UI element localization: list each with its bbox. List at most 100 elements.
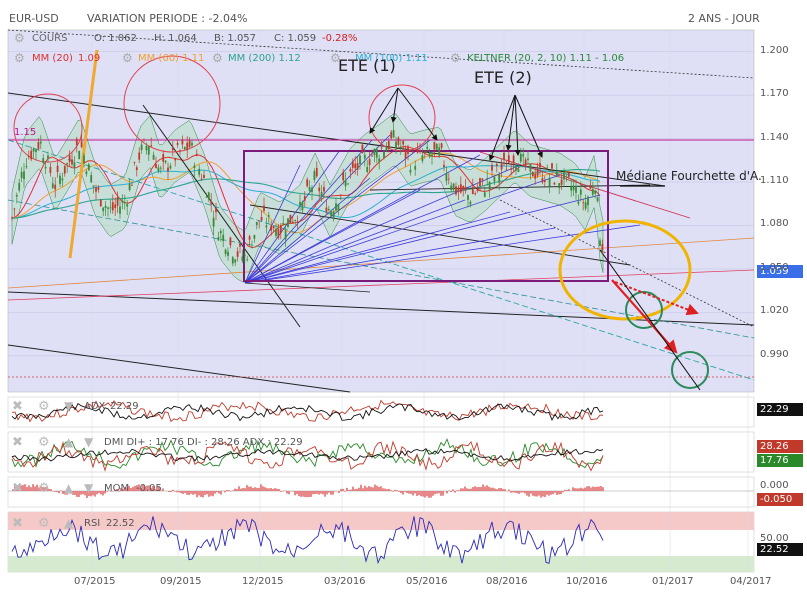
mom-bar [434,491,436,495]
arrow-up-icon[interactable]: ▲ [64,435,74,449]
candle-body [301,201,304,211]
settings-icon[interactable]: ⚙ [450,51,461,65]
y-tick-label: 1.050 [760,261,789,273]
candle-body [392,130,395,138]
mom-bar [84,491,86,496]
candle-body [404,151,407,159]
mom-bar [544,491,546,498]
mom-bar [94,491,96,497]
candle-body [85,171,88,175]
mom-bar [426,491,428,497]
mediane-annotation: Médiane Fourchette d'A. [616,169,762,183]
settings-icon[interactable]: ⚙ [330,51,341,65]
candle-body [63,165,66,174]
mom-panel-bg [7,476,755,508]
candle-body [152,154,155,160]
candle-body [282,222,285,225]
settings-icon[interactable]: ⚙ [212,51,223,65]
fan-line [244,164,521,284]
mom-bar [358,487,360,491]
close-icon[interactable]: ✖ [12,516,23,531]
mom-bar [186,491,188,495]
candle-body [157,167,160,172]
mom-bar [552,491,554,495]
ete-arrow [514,94,543,158]
candle-body [198,168,201,175]
candle-body [277,229,280,238]
mom-bar [228,490,230,491]
mom-bar [134,485,136,491]
candle-body [179,150,181,152]
candle-body [363,154,366,159]
gear-icon[interactable]: ⚙ [38,481,50,496]
mom-bar [354,489,356,491]
mom-bar [582,488,584,491]
close-icon[interactable]: ✖ [12,435,23,450]
candle-body [541,178,544,183]
candle-body [534,173,537,179]
arrow-up-icon[interactable]: ▲ [64,516,74,530]
close-icon[interactable]: ✖ [12,399,23,414]
arrow-up-icon[interactable]: ▲ [64,481,74,495]
legend-high: H: 1.064 [154,33,197,44]
candle-body [126,204,129,207]
x-tick-label: 01/2017 [652,576,694,587]
trend-line [142,104,301,328]
fan-line [244,211,511,284]
candle-body [258,220,261,222]
mom-bar [548,491,550,496]
mom-bar [28,485,30,491]
candle-body [515,165,517,171]
candle-body [500,163,503,170]
dmi-minus-line [11,440,604,472]
candle-body [450,185,453,190]
gear-icon[interactable]: ⚙ [38,435,50,450]
candle-body [186,142,189,151]
candle-body [498,174,501,183]
mom-bar [412,491,414,496]
candle-body [195,153,198,156]
candle-body [279,225,282,233]
close-icon[interactable]: ✖ [12,481,23,496]
mom-bar [348,489,350,491]
candle-body [222,234,225,241]
candle-body [349,168,352,172]
mom-bar [286,491,288,494]
down-arrow [611,279,678,354]
candle-body [215,207,217,213]
candle-body [378,158,381,162]
candle-body [308,187,311,191]
arrow-down-icon[interactable]: ▼ [84,435,94,449]
candle-body [457,187,460,192]
mom-bar [370,486,372,491]
gear-icon[interactable]: ⚙ [38,399,50,414]
settings-icon[interactable]: ⚙ [122,51,133,65]
ete-arrow [488,94,516,161]
target-circle [671,351,709,389]
mom-bar [418,491,420,495]
gear-icon[interactable]: ⚙ [38,516,50,531]
mom-bar [196,491,198,498]
fan-line [244,139,431,284]
candle-body [59,175,61,184]
arrow-down-icon[interactable]: ▼ [64,399,74,413]
candle-body [147,146,150,155]
candle-body [311,187,313,193]
mom-bar [96,491,98,495]
mom-bar [200,491,202,497]
mom-bar [184,491,186,493]
settings-icon[interactable]: ⚙ [14,31,25,45]
mom-bar [554,491,556,493]
candle-body [229,237,232,246]
symbol-label: EUR-USD [9,12,59,25]
trend-line-dotted [499,199,755,328]
candle-body [83,155,85,164]
mom-bar [406,491,408,493]
mom-bar [368,486,370,491]
settings-icon[interactable]: ⚙ [14,51,25,65]
arrow-down-icon[interactable]: ▼ [84,481,94,495]
mom-bar [256,487,258,491]
mom-bar [234,488,236,491]
mom-bar [388,488,390,491]
mom-bar [224,491,226,493]
